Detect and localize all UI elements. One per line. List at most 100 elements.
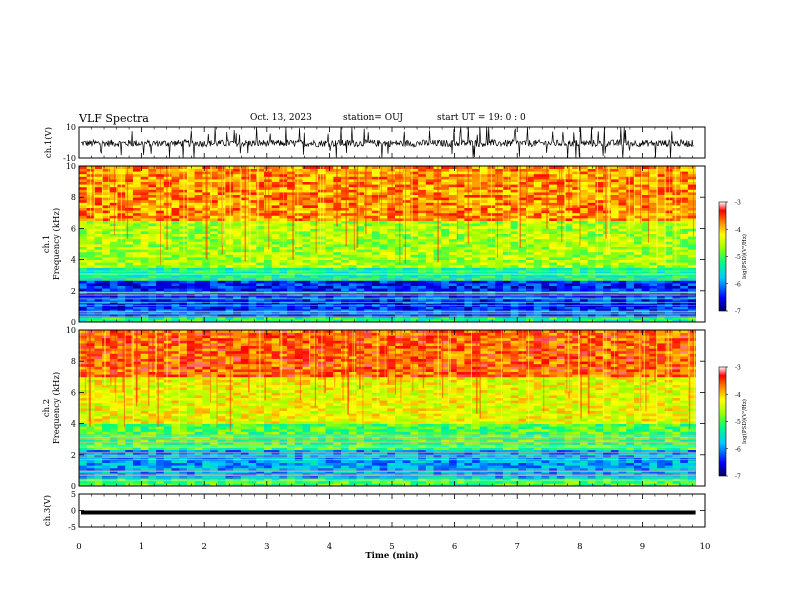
spectrogram-cell [687, 176, 697, 180]
spectrogram-cell [549, 215, 558, 219]
spectrogram-cell [109, 197, 118, 201]
spectrogram-cell [348, 285, 357, 289]
spectrogram-cell [657, 210, 666, 214]
spectrogram-cell [186, 249, 196, 253]
spectrogram-cell [549, 220, 558, 224]
spectrogram-cell [472, 262, 481, 266]
spectrogram-cell [603, 316, 612, 320]
spectrogram-cell [348, 210, 357, 214]
spectrogram-cell [680, 189, 689, 193]
spectrogram-cell [680, 319, 689, 323]
spectrogram-cell [233, 319, 242, 323]
spectrogram-cell [441, 220, 450, 224]
spectrogram-cell [294, 205, 303, 208]
spectrogram-cell [626, 296, 635, 299]
spectrogram-cell [225, 236, 234, 240]
spectrogram-cell [102, 280, 111, 284]
spectrogram-cell [680, 166, 689, 169]
spectrogram-cell [94, 212, 103, 216]
spectrogram-cell [418, 225, 427, 229]
spectrogram-cell [217, 316, 226, 320]
spectrogram-cell [564, 228, 573, 232]
spectrogram-cell [410, 197, 419, 201]
spectrogram-cell [179, 270, 188, 273]
spectrogram-cell [479, 241, 488, 245]
spectrogram-cell [410, 199, 419, 203]
spectrogram-cell [317, 280, 327, 284]
spectrogram-cell [410, 179, 419, 182]
spectrogram-cell [518, 259, 527, 263]
spectrogram-cell [649, 238, 658, 242]
spectrogram-cell [356, 205, 365, 208]
spectrogram-cell [210, 267, 219, 271]
spectrogram-cell [210, 283, 219, 286]
spectrogram-cell [649, 272, 658, 276]
spectrogram-cell [610, 194, 619, 198]
spectrogram-cell [526, 238, 535, 242]
spectrogram-cell [502, 173, 512, 177]
spectrogram-cell [125, 231, 134, 234]
spectrogram-cell [233, 210, 242, 214]
spectrogram-cell [672, 277, 681, 281]
spectrogram-cell [248, 166, 257, 169]
spectrogram-cell [526, 319, 535, 323]
spectrogram-cell [171, 220, 180, 224]
spectrogram-cell [533, 236, 542, 240]
spectrogram-cell [580, 270, 589, 273]
spectrogram-cell [672, 231, 681, 234]
spectrogram-cell [626, 257, 635, 260]
spectrogram-cell [456, 212, 465, 216]
spectrogram-cell [456, 244, 465, 247]
spectrogram-cell [256, 296, 265, 299]
spectrogram-cell [657, 316, 666, 320]
spectrogram-cell [194, 283, 203, 286]
spectrogram-cell [132, 309, 142, 312]
spectrogram-cell [194, 225, 203, 229]
spectrogram-cell [132, 267, 142, 271]
spectrogram-streak [641, 166, 643, 206]
spectrogram-cell [210, 285, 219, 289]
spectrogram-cell [156, 272, 165, 276]
spectrogram-cell [364, 202, 373, 206]
spectrogram-cell [387, 171, 396, 175]
spectrogram-cell [163, 298, 172, 302]
spectrogram-cell [364, 212, 373, 216]
spectrogram-cell [171, 199, 180, 203]
spectrogram-cell [148, 267, 157, 271]
spectrogram-cell [371, 303, 380, 307]
spectrogram-cell [140, 220, 149, 224]
spectrogram-cell [479, 166, 488, 169]
spectrogram-cell [79, 173, 88, 177]
spectrogram-cell [217, 293, 226, 297]
spectrogram-cell [518, 202, 527, 206]
spectrogram-cell [603, 314, 612, 318]
spectrogram-cell [649, 246, 658, 250]
spectrogram-streak [224, 166, 226, 237]
spectrogram-cell [202, 264, 211, 268]
spectrogram-cell [587, 168, 596, 172]
spectrogram-cell [179, 259, 188, 263]
spectrogram-cell [364, 231, 373, 234]
spectrogram-cell [102, 309, 111, 312]
spectrogram-cell [495, 272, 504, 276]
spectrogram-cell [156, 283, 165, 286]
spectrogram-cell [580, 173, 589, 177]
spectrogram-cell [271, 277, 280, 281]
spectrogram-streak [108, 166, 109, 225]
spectrogram-cell [256, 228, 265, 232]
spectrogram-cell [317, 210, 327, 214]
spectrogram-cell [271, 210, 280, 214]
spectrogram-cell [549, 166, 558, 169]
spectrogram-cell [549, 283, 558, 286]
spectrogram-cell [79, 259, 88, 263]
spectrogram-cell [572, 205, 581, 208]
spectrogram-cell [109, 254, 118, 258]
spectrogram-cell [641, 309, 650, 312]
spectrogram-cell [109, 270, 118, 273]
spectrogram-cell [664, 199, 673, 203]
spectrogram-cell [248, 293, 257, 297]
spectrogram-cell [541, 288, 550, 292]
spectrogram-cell [556, 298, 565, 302]
spectrogram-cell [140, 241, 149, 245]
spectrogram-cell [333, 293, 342, 297]
